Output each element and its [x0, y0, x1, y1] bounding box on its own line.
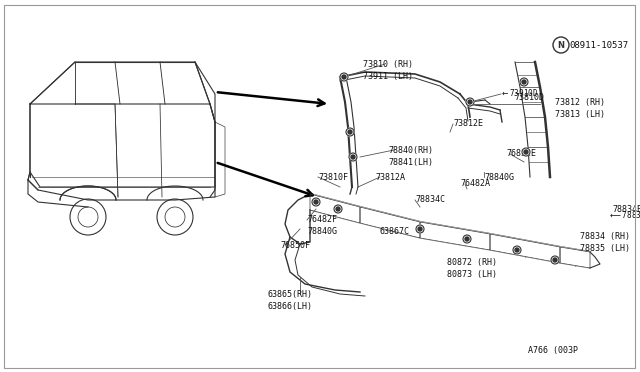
Text: 76850F: 76850F	[280, 241, 310, 250]
Text: 73810D: 73810D	[514, 93, 544, 102]
Text: 76852E: 76852E	[506, 150, 536, 158]
Circle shape	[342, 75, 346, 79]
Text: 63866(LH): 63866(LH)	[267, 301, 312, 311]
Circle shape	[336, 207, 340, 211]
Circle shape	[524, 150, 528, 154]
Circle shape	[416, 225, 424, 233]
Polygon shape	[360, 207, 420, 238]
Text: 08911-10537: 08911-10537	[569, 41, 628, 49]
Polygon shape	[490, 234, 560, 263]
Text: 73812 (RH): 73812 (RH)	[555, 97, 605, 106]
Text: 80873 (LH): 80873 (LH)	[447, 269, 497, 279]
Circle shape	[513, 246, 521, 254]
Circle shape	[466, 98, 474, 106]
Circle shape	[465, 237, 469, 241]
Text: 78834 (RH): 78834 (RH)	[580, 232, 630, 241]
Circle shape	[522, 148, 530, 156]
Circle shape	[312, 198, 320, 206]
Circle shape	[349, 153, 357, 161]
Circle shape	[520, 78, 528, 86]
Text: 73810F: 73810F	[318, 173, 348, 182]
Polygon shape	[560, 247, 590, 268]
Text: 73810 (RH): 73810 (RH)	[363, 60, 413, 68]
Text: 78834E: 78834E	[612, 205, 640, 215]
Text: 76482A: 76482A	[460, 180, 490, 189]
Text: 78835 (LH): 78835 (LH)	[580, 244, 630, 253]
Circle shape	[334, 205, 342, 213]
Text: 78840(RH): 78840(RH)	[388, 145, 433, 154]
Circle shape	[553, 258, 557, 262]
Polygon shape	[420, 222, 490, 250]
Text: $\longleftarrow$78834E: $\longleftarrow$78834E	[608, 208, 640, 219]
Circle shape	[348, 130, 352, 134]
Circle shape	[314, 200, 318, 204]
Circle shape	[340, 73, 348, 81]
Circle shape	[468, 100, 472, 104]
Text: 63865(RH): 63865(RH)	[267, 289, 312, 298]
Text: 73911 (LH): 73911 (LH)	[363, 73, 413, 81]
Circle shape	[351, 155, 355, 159]
Circle shape	[418, 227, 422, 231]
Text: 73813 (LH): 73813 (LH)	[555, 109, 605, 119]
Text: N: N	[557, 41, 564, 49]
Polygon shape	[310, 194, 360, 223]
Text: 78840G: 78840G	[484, 173, 514, 182]
Text: 73812E: 73812E	[453, 119, 483, 128]
Text: 73812A: 73812A	[375, 173, 405, 182]
Text: 78841(LH): 78841(LH)	[388, 157, 433, 167]
Text: 80872 (RH): 80872 (RH)	[447, 257, 497, 266]
Text: 78834C: 78834C	[415, 196, 445, 205]
Circle shape	[551, 256, 559, 264]
Text: $\leftarrow$73910D: $\leftarrow$73910D	[500, 87, 538, 97]
Circle shape	[463, 235, 471, 243]
Text: 63867C: 63867C	[380, 228, 410, 237]
Text: 76482F: 76482F	[307, 215, 337, 224]
Circle shape	[522, 80, 526, 84]
Circle shape	[346, 128, 354, 136]
Circle shape	[515, 248, 519, 252]
Text: A766 (003P: A766 (003P	[528, 346, 578, 355]
Text: 78840G: 78840G	[307, 228, 337, 237]
